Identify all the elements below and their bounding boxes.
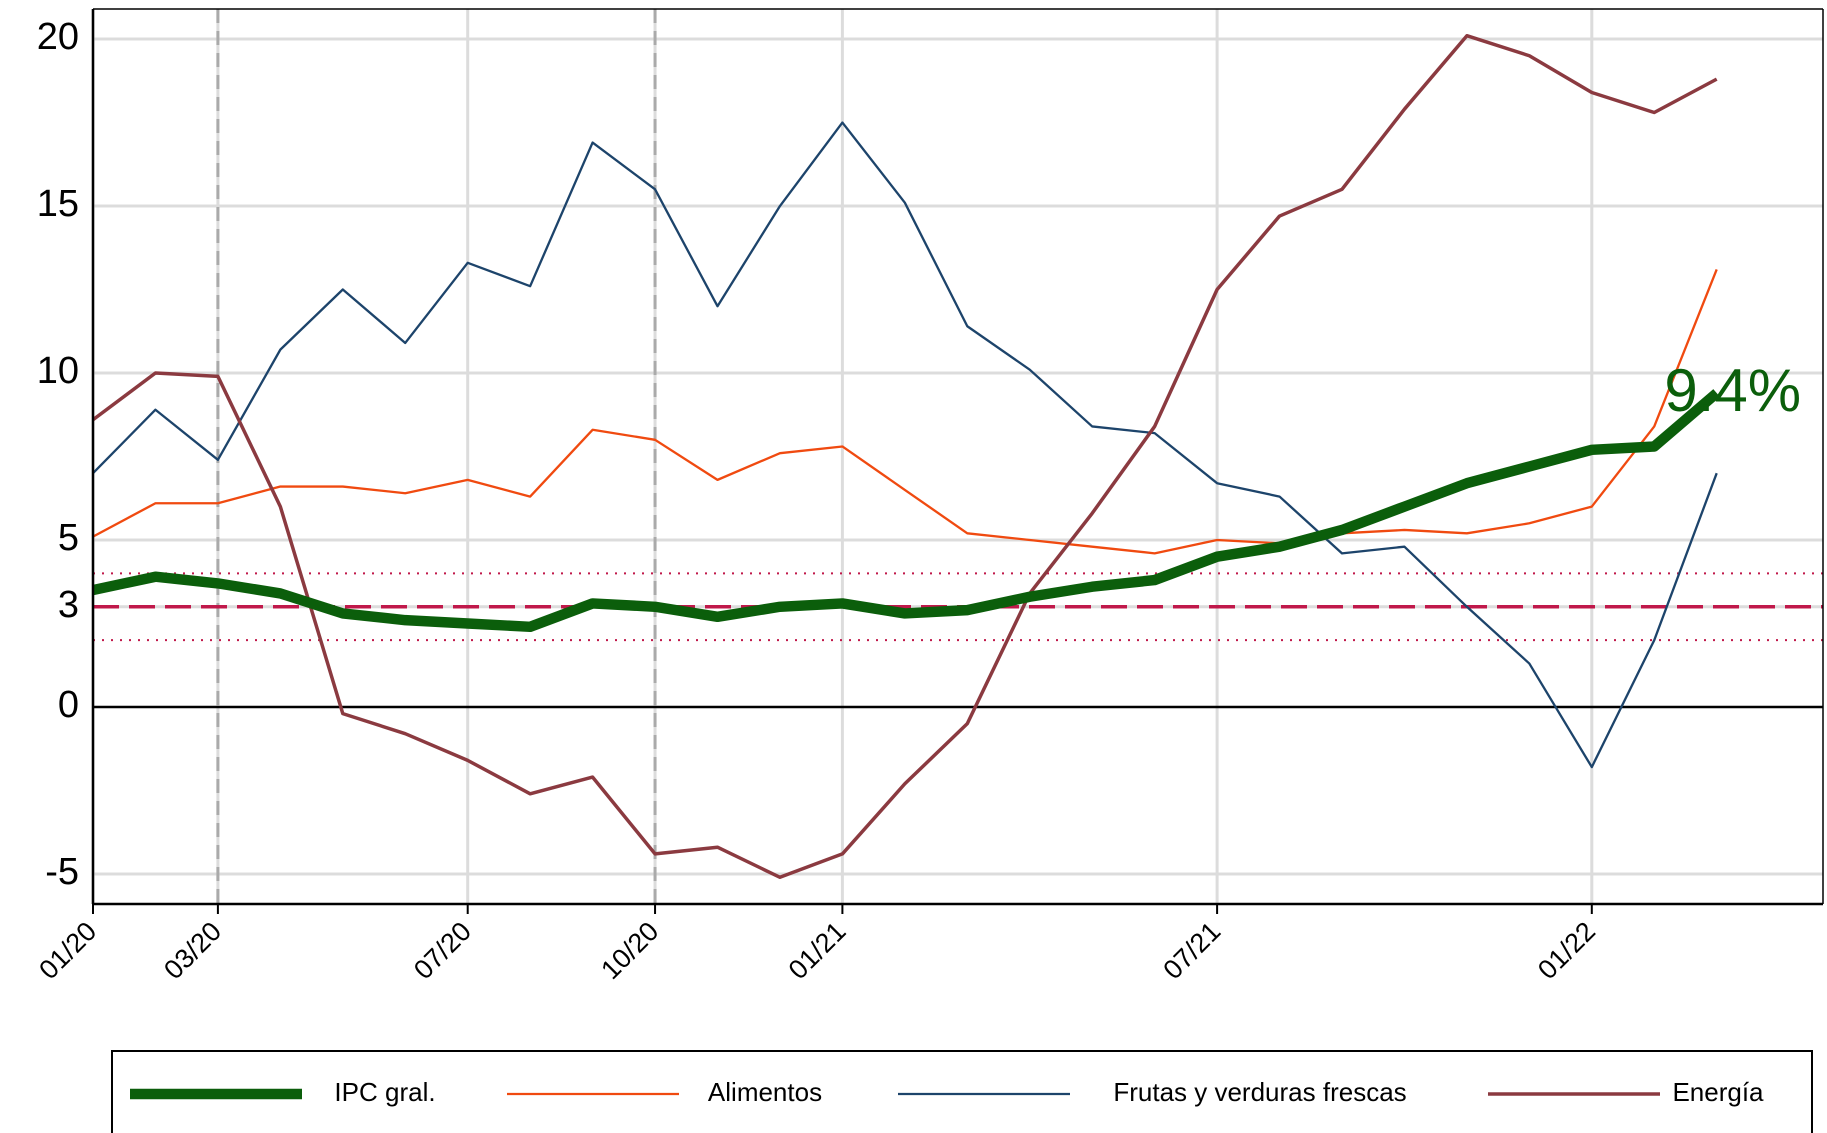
series-line — [91, 389, 1721, 633]
x-tick-label: 03/20 — [158, 916, 227, 985]
x-tick-label: 01/22 — [1532, 916, 1601, 985]
x-tick-label: 07/21 — [1157, 916, 1226, 985]
x-tick-label: 01/20 — [33, 916, 102, 985]
series-line — [92, 269, 1718, 555]
y-tick-label: 0 — [58, 684, 79, 726]
legend-box — [111, 1050, 1813, 1133]
y-tick-label: 10 — [37, 350, 79, 392]
y-tick-label: 15 — [37, 183, 79, 225]
y-tick-label: 3 — [58, 584, 79, 626]
x-tick-label: 07/20 — [408, 916, 477, 985]
series-line — [92, 121, 1718, 769]
series-line — [91, 33, 1718, 880]
annotation: 9.4% — [1664, 357, 1801, 424]
y-tick-label: -5 — [45, 851, 79, 893]
legend-label: Energía — [1672, 1077, 1764, 1107]
legend-label: Frutas y verduras frescas — [1113, 1077, 1406, 1107]
y-tick-label: 20 — [37, 16, 79, 58]
y-tick-label: 5 — [58, 517, 79, 559]
x-tick-label: 10/20 — [595, 916, 664, 985]
x-tick-label: 01/21 — [783, 916, 852, 985]
legend-label: Alimentos — [708, 1077, 822, 1107]
legend-label: IPC gral. — [334, 1077, 435, 1107]
